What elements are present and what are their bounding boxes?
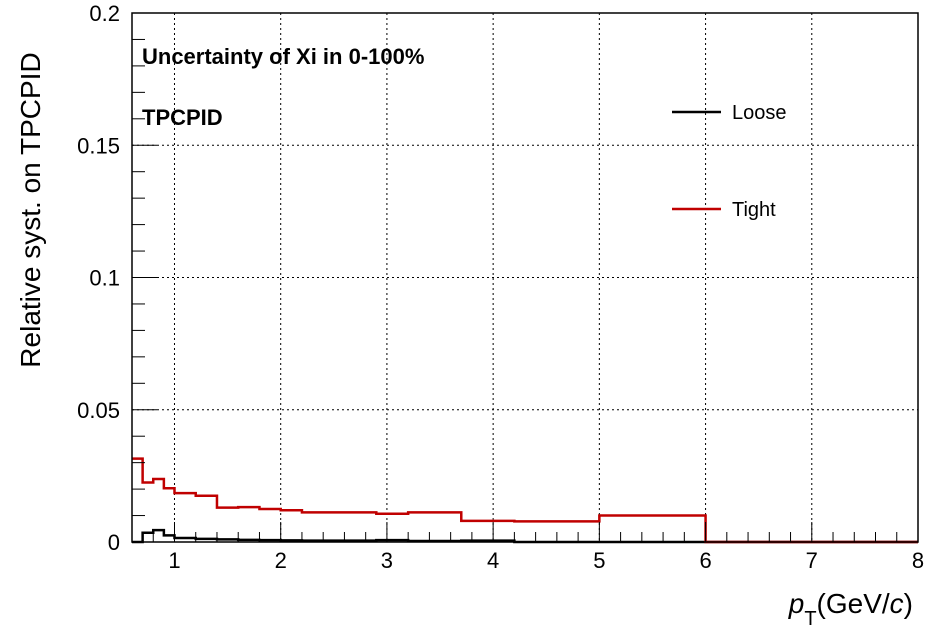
y-tick-label: 0.15 — [77, 133, 120, 158]
x-axis-title: pT(GeV/c) — [788, 588, 913, 630]
x-tick-label: 1 — [168, 548, 180, 573]
axis-ticks — [131, 12, 919, 543]
x-axis-title-p: p — [788, 588, 805, 619]
legend-label-loose: Loose — [732, 102, 787, 124]
series-line-loose — [132, 528, 918, 544]
y-tick-label: 0.05 — [77, 398, 120, 423]
y-tick-label: 0.1 — [89, 266, 120, 291]
y-tick-label: 0.2 — [89, 1, 120, 26]
annotation-title: Uncertainty of Xi in 0-100% — [142, 44, 424, 69]
x-axis-title-sub: T — [804, 608, 816, 630]
legend-label-tight: Tight — [732, 199, 776, 221]
tick-labels: 1 2 3 4 5 6 7 8 0 0.05 0.1 0.15 0.2 — [77, 1, 924, 573]
x-tick-label: 5 — [593, 548, 605, 573]
series-line-tight — [132, 457, 918, 544]
x-axis-title-c: c — [890, 588, 904, 619]
series-layer — [132, 457, 918, 544]
y-tick-label: 0 — [108, 530, 120, 555]
x-tick-label: 4 — [487, 548, 499, 573]
x-tick-label: 3 — [381, 548, 393, 573]
plot-frame — [131, 12, 919, 543]
x-axis-title-unit-close: ) — [904, 588, 913, 619]
x-tick-label: 7 — [806, 548, 818, 573]
annotation-subtitle: TPCPID — [142, 105, 223, 130]
x-axis-title-unit-open: (GeV/ — [817, 588, 890, 619]
grid-lines — [132, 13, 919, 542]
x-tick-label: 2 — [275, 548, 287, 573]
x-tick-label: 8 — [912, 548, 924, 573]
legend: Loose Tight — [672, 102, 787, 221]
y-axis-title: Relative syst. on TPCPID — [15, 52, 46, 367]
x-tick-label: 6 — [699, 548, 711, 573]
